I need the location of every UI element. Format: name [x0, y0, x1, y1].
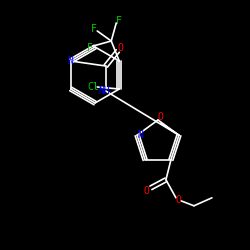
Text: F: F: [87, 43, 93, 53]
Text: F: F: [116, 16, 122, 26]
Text: NH: NH: [98, 86, 110, 96]
Text: O: O: [118, 43, 124, 53]
Text: N: N: [68, 56, 74, 66]
Text: O: O: [157, 112, 163, 122]
Text: N: N: [137, 130, 143, 140]
Text: F: F: [91, 24, 97, 34]
Text: Cl: Cl: [87, 82, 99, 92]
Text: O: O: [176, 195, 182, 205]
Text: O: O: [144, 186, 150, 196]
